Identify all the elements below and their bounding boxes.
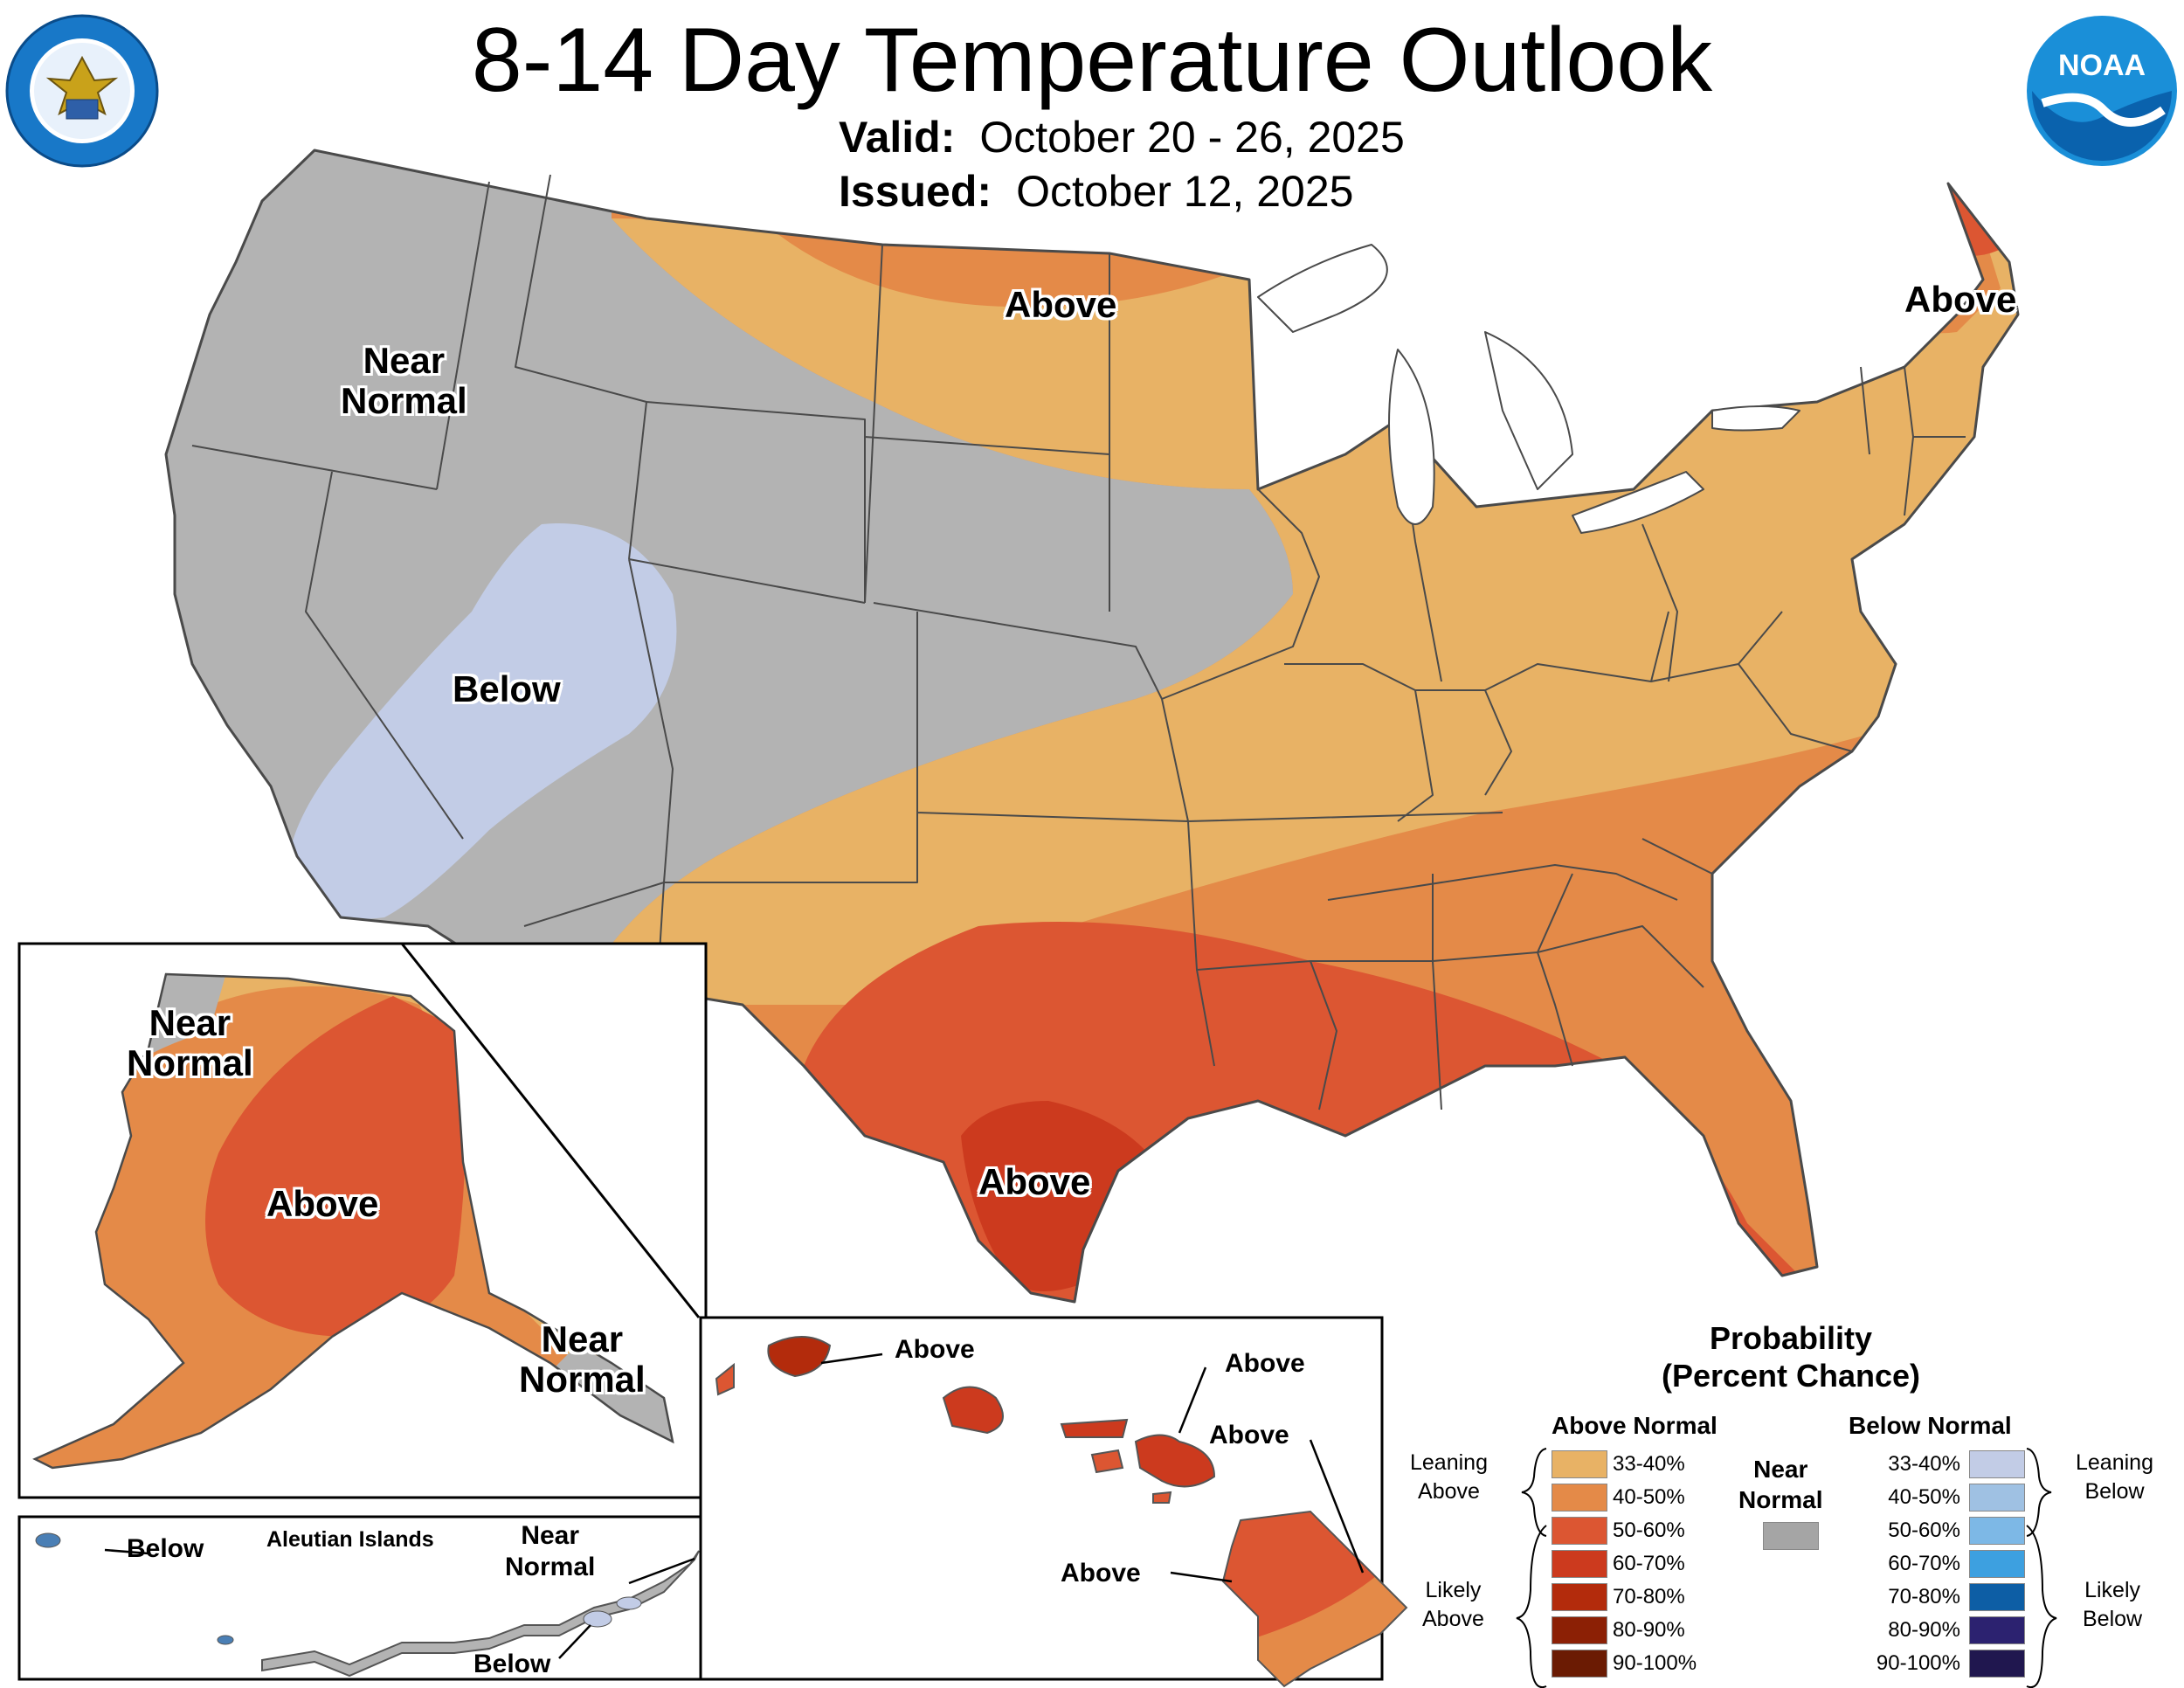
legend-below-swatch [1969, 1616, 2025, 1644]
page-title: 8-14 Day Temperature Outlook [471, 10, 1713, 111]
legend-title: Probability (Percent Chance) [1661, 1320, 1921, 1394]
legend-above-swatch [1552, 1484, 1607, 1512]
legend-below-swatch [1969, 1583, 2025, 1611]
aleutian-title: Aleutian Islands [266, 1527, 434, 1552]
great-lakes [1257, 244, 1800, 534]
hawaii-inset [699, 1316, 1408, 1688]
zone-below-33-40 [287, 523, 677, 919]
legend-below-range: 40-50% [1888, 1485, 1960, 1509]
legend-above-range: 60-70% [1613, 1552, 1685, 1575]
legend-above-swatch [1552, 1450, 1607, 1478]
label-big-island: Above [1061, 1559, 1141, 1588]
legend-above-swatch [1552, 1517, 1607, 1545]
oahu-island [942, 1386, 1004, 1435]
label-texas: Above [978, 1161, 1091, 1202]
label-north-central: Above [1005, 284, 1117, 325]
legend-above-heading: Above Normal [1552, 1412, 1717, 1439]
label-oahu: Above [1225, 1349, 1305, 1378]
legend-leaning-above: Leaning Above [1410, 1450, 1488, 1504]
legend-below-swatch [1969, 1450, 2025, 1478]
legend-near-heading: Near Normal [1738, 1456, 1823, 1513]
label-kauai: Above [895, 1335, 975, 1364]
valid-line: Valid: October 20 - 26, 2025 [839, 112, 1405, 163]
legend-below-range: 50-60% [1888, 1519, 1960, 1542]
legend-brackets [1516, 1448, 2057, 1688]
legend-below-swatch [1969, 1650, 2025, 1678]
alaska-inset [17, 942, 708, 1499]
zone-above-50-60-northeast [1922, 166, 2009, 256]
legend-below-range: 60-70% [1888, 1552, 1960, 1575]
issued-label: Issued: [839, 167, 992, 216]
zone-above-33-40 [577, 175, 2018, 1005]
legend-above-range: 50-60% [1613, 1519, 1685, 1542]
aleutian-south-label: Below [473, 1650, 551, 1678]
issued-date: October 12, 2025 [1016, 167, 1354, 216]
legend-above-range: 70-80% [1613, 1585, 1685, 1608]
legend-above-range: 80-90% [1613, 1618, 1685, 1642]
label-northwest: Near Normal [341, 340, 467, 422]
noaa-logo-icon: NOAA [2027, 16, 2177, 166]
conus-probability-zones [166, 150, 2018, 1302]
legend-below-heading: Below Normal [1849, 1412, 2012, 1439]
label-maui: Above [1209, 1421, 1289, 1449]
legend-above-range: 33-40% [1613, 1452, 1685, 1476]
aleutian-east-label: Near Normal [505, 1521, 596, 1581]
legend-above-swatch [1552, 1650, 1607, 1678]
label-alaska-west: Near Normal [127, 1002, 253, 1084]
legend-below-swatch [1969, 1550, 2025, 1578]
legend-below-swatch [1969, 1484, 2025, 1512]
issued-line: Issued: October 12, 2025 [839, 166, 1353, 217]
label-alaska-interior: Above [266, 1183, 379, 1224]
legend-below-range: 80-90% [1888, 1618, 1960, 1642]
legend-leaning-below: Leaning Below [2076, 1450, 2153, 1504]
legend-near-swatch [1763, 1522, 1819, 1550]
kauai-island [767, 1336, 832, 1378]
legend-above-swatch [1552, 1616, 1607, 1644]
label-alaska-panhandle: Near Normal [519, 1318, 646, 1401]
legend-below-range: 90-100% [1876, 1651, 1960, 1675]
legend-below-range: 70-80% [1888, 1585, 1960, 1608]
legend-likely-above: Likely Above [1422, 1578, 1484, 1631]
aleutian-west-label: Below [127, 1534, 204, 1563]
legend-above-swatch [1552, 1550, 1607, 1578]
conus-state-borders [164, 149, 2020, 1304]
legend-below-range: 33-40% [1888, 1452, 1960, 1476]
label-northeast: Above [1904, 279, 2017, 320]
commerce-seal-icon [5, 14, 159, 168]
legend-below-swatch [1969, 1517, 2025, 1545]
conus-outline [164, 149, 2020, 1304]
aleutian-west-island [35, 1532, 61, 1548]
legend-above-swatch [1552, 1583, 1607, 1611]
noaa-logo-text: NOAA [2058, 49, 2146, 82]
valid-label: Valid: [839, 113, 956, 162]
legend-above-range: 40-50% [1613, 1485, 1685, 1509]
valid-dates: October 20 - 26, 2025 [979, 113, 1405, 162]
maui-island [1134, 1434, 1216, 1488]
legend-above-range: 90-100% [1613, 1651, 1697, 1675]
aleutian-inset [17, 1515, 708, 1681]
legend-likely-below: Likely Below [2083, 1578, 2143, 1631]
label-great-basin: Below [453, 668, 561, 709]
